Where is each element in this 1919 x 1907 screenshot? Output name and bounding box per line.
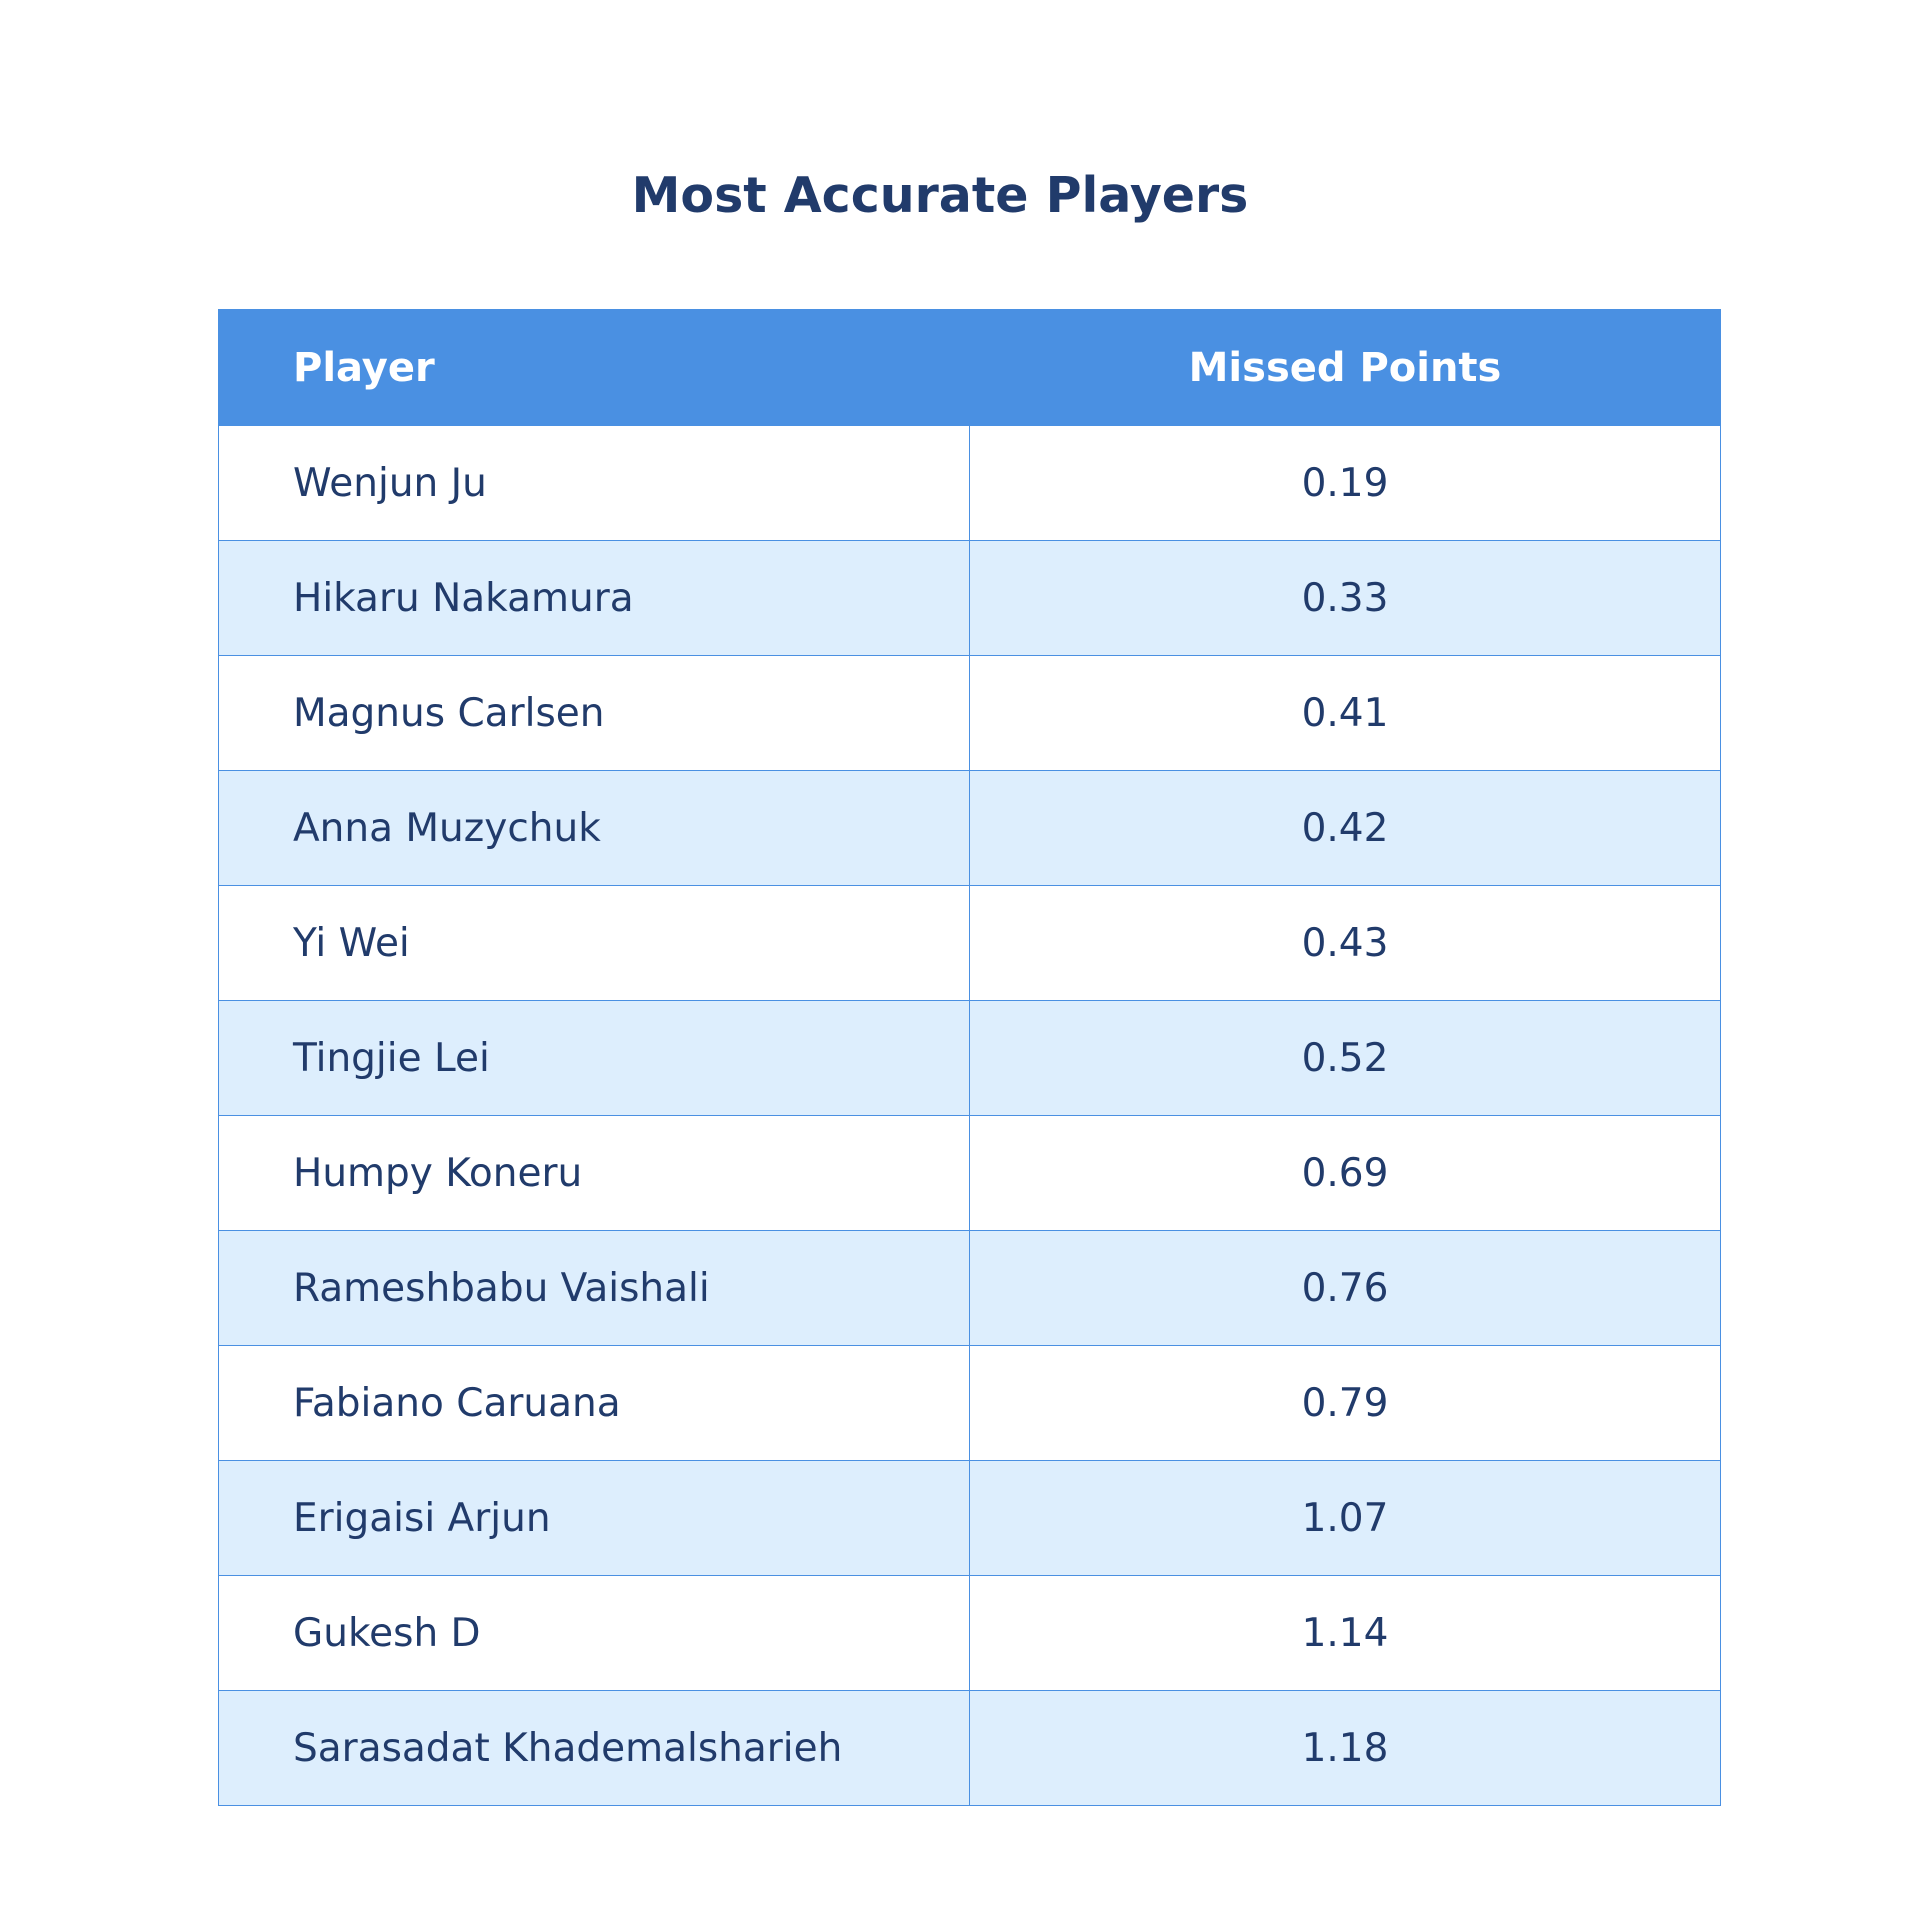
missed-points-cell: 1.07 [969, 1460, 1721, 1576]
missed-points-cell: 0.43 [969, 885, 1721, 1001]
player-name-cell: Yi Wei [218, 885, 970, 1001]
missed-points-cell: 0.19 [969, 425, 1721, 541]
table-row: Fabiano Caruana 0.79 [218, 1345, 1721, 1461]
players-table: Player Missed Points Wenjun Ju 0.19 Hikaru… [218, 309, 1721, 1806]
missed-points-cell: 0.79 [969, 1345, 1721, 1461]
table-row: Humpy Koneru 0.69 [218, 1115, 1721, 1231]
table-row: Wenjun Ju 0.19 [218, 425, 1721, 541]
table-row: Yi Wei 0.43 [218, 885, 1721, 1001]
table-row: Tingjie Lei 0.52 [218, 1000, 1721, 1116]
missed-points-cell: 0.52 [969, 1000, 1721, 1116]
table-header-row: Player Missed Points [218, 309, 1721, 426]
table-row: Anna Muzychuk 0.42 [218, 770, 1721, 886]
column-header-player: Player [218, 309, 970, 426]
missed-points-cell: 0.69 [969, 1115, 1721, 1231]
player-name-cell: Anna Muzychuk [218, 770, 970, 886]
table-body: Wenjun Ju 0.19 Hikaru Nakamura 0.33 Magnus C… [218, 425, 1721, 1806]
player-name-cell: Rameshbabu Vaishali [218, 1230, 970, 1346]
player-name-cell: Fabiano Caruana [218, 1345, 970, 1461]
missed-points-cell: 0.33 [969, 540, 1721, 656]
missed-points-cell: 0.42 [969, 770, 1721, 886]
player-name-cell: Magnus Carlsen [218, 655, 970, 771]
player-name-cell: Humpy Koneru [218, 1115, 970, 1231]
table-row: Erigaisi Arjun 1.07 [218, 1460, 1721, 1576]
missed-points-cell: 0.41 [969, 655, 1721, 771]
player-name-cell: Sarasadat Khademalsharieh [218, 1690, 970, 1806]
chart-title: Most Accurate Players [631, 167, 1249, 224]
player-name-cell: Wenjun Ju [218, 425, 970, 541]
table-container: Player Missed Points Wenjun Ju 0.19 Hikaru… [218, 309, 1721, 1806]
missed-points-cell: 1.18 [969, 1690, 1721, 1806]
table-row: Sarasadat Khademalsharieh 1.18 [218, 1690, 1721, 1806]
player-name-cell: Hikaru Nakamura [218, 540, 970, 656]
missed-points-cell: 0.76 [969, 1230, 1721, 1346]
table-row: Hikaru Nakamura 0.33 [218, 540, 1721, 656]
column-header-missed-points: Missed Points [969, 309, 1721, 426]
table-row: Magnus Carlsen 0.41 [218, 655, 1721, 771]
missed-points-cell: 1.14 [969, 1575, 1721, 1691]
table-row: Rameshbabu Vaishali 0.76 [218, 1230, 1721, 1346]
player-name-cell: Tingjie Lei [218, 1000, 970, 1116]
player-name-cell: Gukesh D [218, 1575, 970, 1691]
player-name-cell: Erigaisi Arjun [218, 1460, 970, 1576]
table-row: Gukesh D 1.14 [218, 1575, 1721, 1691]
